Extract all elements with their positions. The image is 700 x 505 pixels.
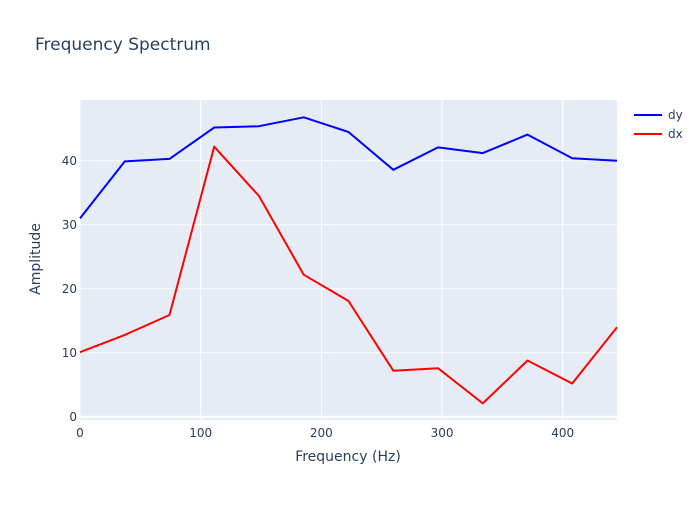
x-tick-label: 100	[189, 426, 212, 440]
y-axis-title: Amplitude	[28, 223, 44, 295]
y-tick-label: 30	[62, 218, 77, 232]
x-tick-label: 300	[431, 426, 454, 440]
x-tick-label: 0	[76, 426, 84, 440]
series-line-dy	[79, 116, 618, 220]
legend-label-dy: dy	[668, 108, 683, 122]
x-tick-label: 200	[310, 426, 333, 440]
legend: dy dx	[634, 108, 683, 141]
chart-title: Frequency Spectrum	[35, 35, 211, 55]
x-tick-label: 400	[551, 426, 574, 440]
series-line-dx	[79, 145, 618, 405]
legend-label-dx: dx	[668, 127, 683, 141]
x-axis-title: Frequency (Hz)	[295, 449, 401, 465]
tick-labels: 0 100 200 300 400 0 10 20 30 40	[62, 154, 574, 440]
plot-area	[80, 100, 617, 420]
series-layer	[79, 116, 618, 405]
grid-lines	[79, 100, 617, 420]
y-tick-label: 20	[62, 282, 77, 296]
y-tick-label: 0	[69, 410, 77, 424]
y-tick-label: 40	[62, 154, 77, 168]
y-tick-label: 10	[62, 346, 77, 360]
